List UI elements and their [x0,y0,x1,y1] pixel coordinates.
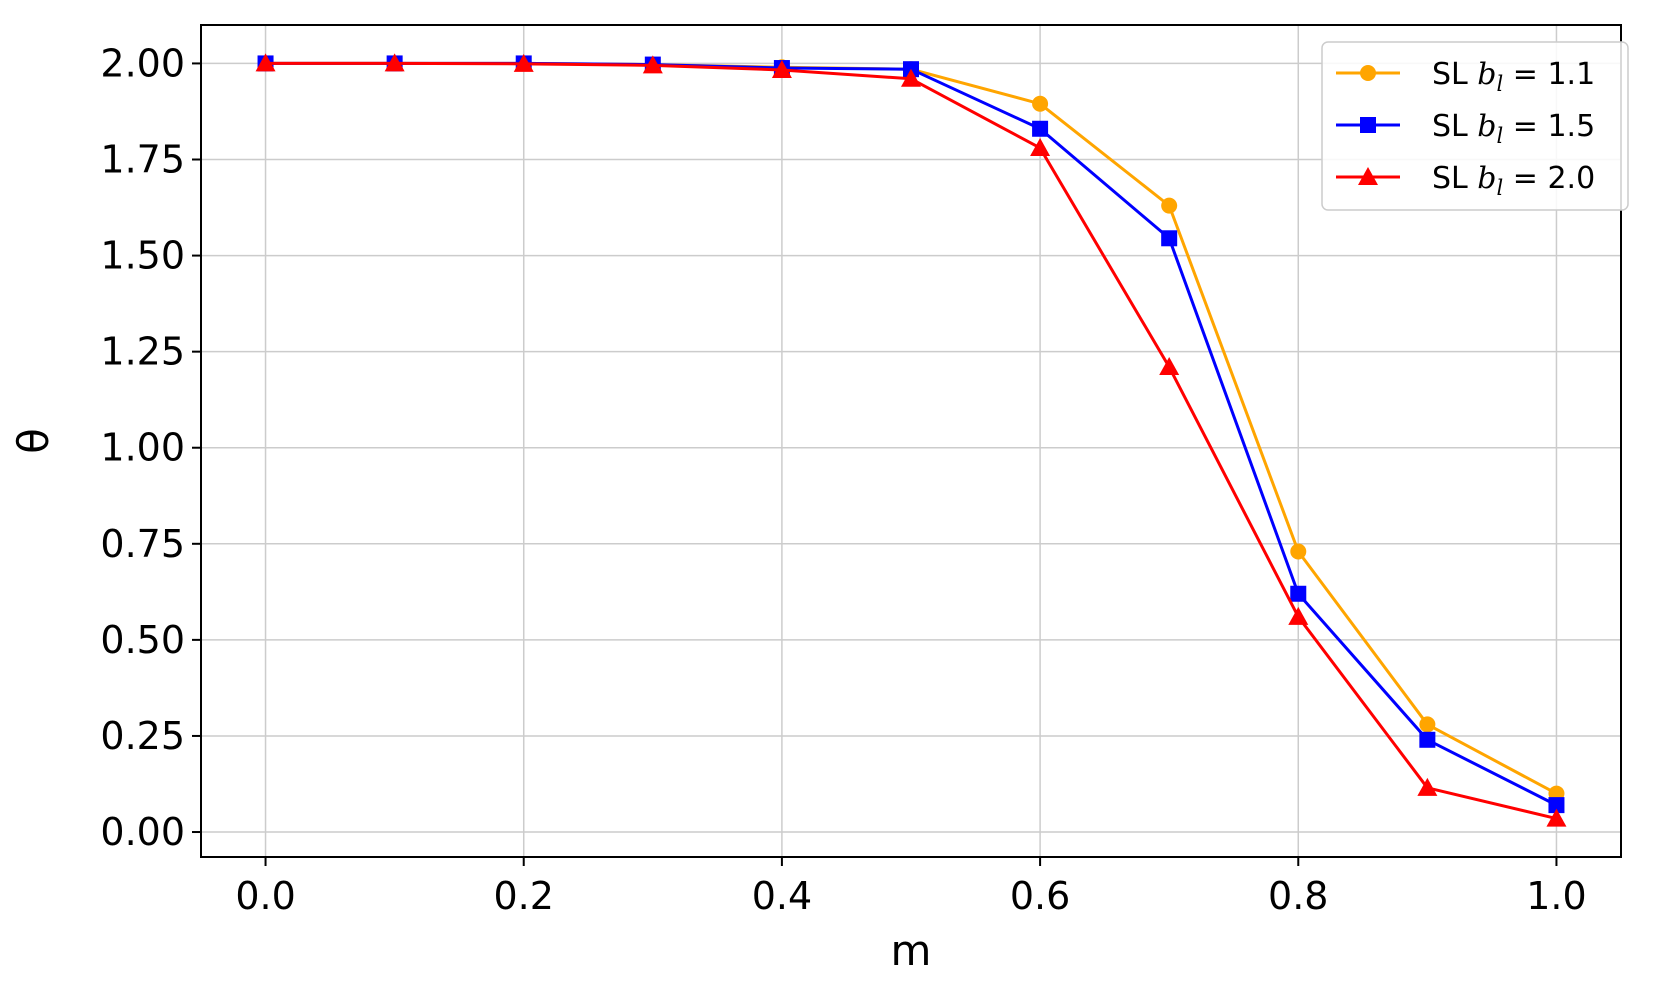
legend-item: SL bl = 2.0 [1336,161,1595,200]
legend-item: SL bl = 1.1 [1336,57,1595,96]
data-point [1159,357,1180,376]
data-point [1419,716,1436,733]
legend: SL bl = 1.1 SL bl = 1.5 SL bl = 2.0 [1321,41,1629,211]
data-point [1032,95,1049,112]
data-point [513,53,534,72]
legend-label: SL bl = 1.1 [1432,57,1595,96]
x-axis-label: m [891,926,932,975]
data-point [1548,797,1565,814]
y-tick-label: 0.75 [100,522,185,566]
data-point [1546,808,1567,827]
x-tick-label: 0.6 [1010,874,1070,918]
legend-label: SL bl = 1.5 [1432,109,1595,148]
data-point [1288,606,1309,625]
series-3 [255,53,1567,827]
data-point [1360,117,1376,133]
data-point [771,59,792,78]
data-point [1419,731,1436,748]
data-point [1417,777,1438,796]
data-point [384,53,405,72]
x-tick-label: 0.0 [235,874,295,918]
data-point [1290,543,1307,560]
x-tick-label: 0.4 [752,874,812,918]
data-point [901,68,921,87]
y-tick-label: 1.75 [100,138,185,182]
data-point [1161,197,1178,214]
data-point [1290,585,1307,602]
y-tick-label: 2.00 [100,41,185,85]
legend-item: SL bl = 1.5 [1336,109,1595,148]
axis-ticks: 0.0 0.2 0.4 0.6 0.8 1.0 0.00 0.25 0.50 0.75 1.00 1.… [100,41,1586,918]
y-tick-label: 0.25 [100,714,185,758]
plot-frame [200,24,1622,858]
x-tick-label: 0.2 [494,874,554,918]
y-tick-label: 1.25 [100,330,185,374]
series-layer [255,53,1567,827]
data-point [1161,230,1178,247]
data-point [1030,137,1051,156]
data-point [255,53,276,72]
y-tick-label: 0.00 [100,810,185,854]
x-tick-label: 0.8 [1268,874,1328,918]
data-point [1358,167,1378,185]
legend-box [1321,41,1629,211]
x-tick-label: 1.0 [1526,874,1586,918]
y-tick-label: 0.50 [100,618,185,662]
legend-label: SL bl = 2.0 [1432,161,1595,200]
data-point [642,55,663,74]
data-point [1032,120,1049,137]
y-axis-label: θ [9,428,58,454]
y-tick-label: 1.00 [100,426,185,470]
data-point [1360,65,1376,81]
y-tick-label: 1.50 [100,234,185,278]
